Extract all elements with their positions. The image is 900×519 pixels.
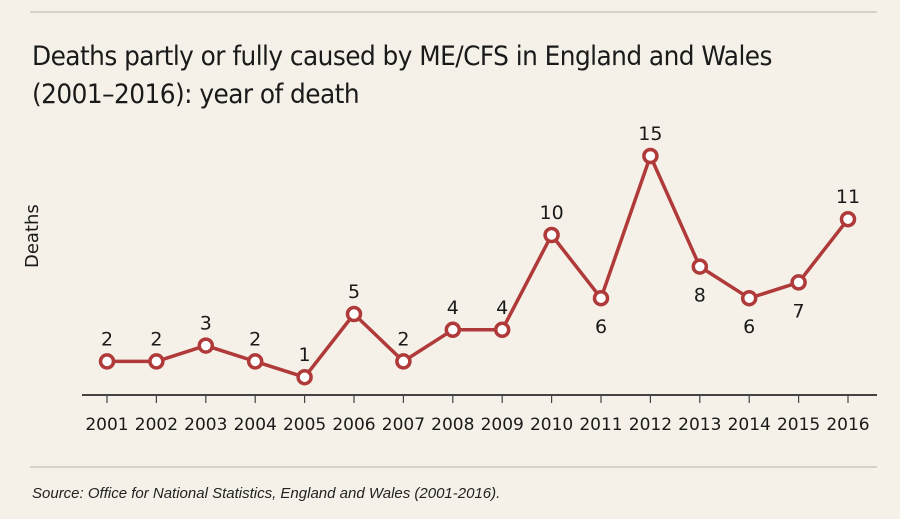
x-tick-label: 2005 — [283, 415, 326, 435]
source-note: Source: Office for National Statistics, … — [32, 485, 501, 502]
data-label: 15 — [638, 123, 662, 145]
data-point — [691, 258, 709, 275]
data-point — [839, 210, 857, 228]
data-label: 6 — [595, 316, 607, 338]
x-tick-label: 2006 — [332, 415, 375, 435]
data-point — [592, 289, 610, 307]
data-label: 2 — [397, 328, 409, 350]
x-tick-label: 2011 — [579, 415, 622, 435]
data-point — [493, 321, 511, 339]
x-tick-label: 2016 — [826, 415, 869, 435]
data-point — [543, 226, 560, 244]
x-tick-label: 2007 — [382, 415, 425, 435]
data-point — [790, 274, 807, 291]
data-label: 1 — [299, 344, 311, 366]
data-point — [740, 289, 758, 307]
data-point — [345, 305, 363, 323]
x-tick-label: 2010 — [530, 415, 573, 435]
x-tick-label: 2004 — [234, 415, 277, 435]
chart-title: Deaths partly or fully caused by ME/CFS … — [32, 41, 772, 110]
data-label: 2 — [101, 328, 113, 350]
data-label: 6 — [743, 316, 755, 338]
data-line — [107, 154, 850, 379]
data-label: 2 — [150, 328, 162, 350]
data-point — [395, 353, 412, 370]
data-label: 11 — [836, 186, 860, 208]
x-tick-label: 2014 — [728, 415, 771, 435]
x-tick-label: 2001 — [85, 415, 128, 435]
data-label: 10 — [540, 202, 564, 224]
top-rule — [30, 11, 877, 13]
data-label: 5 — [348, 281, 360, 303]
data-label: 4 — [496, 297, 508, 319]
x-tick-label: 2002 — [135, 415, 178, 435]
data-point — [197, 337, 215, 354]
data-label: 4 — [447, 297, 459, 319]
data-label: 3 — [200, 313, 212, 335]
data-point — [246, 353, 264, 370]
x-tick-label: 2012 — [629, 415, 672, 435]
x-tick-label: 2015 — [777, 415, 820, 435]
data-point — [444, 321, 462, 339]
data-label: 2 — [249, 328, 261, 350]
data-point — [296, 368, 313, 386]
x-tick-label: 2013 — [678, 415, 721, 435]
data-point — [642, 147, 659, 165]
x-tick-label: 2008 — [431, 415, 474, 435]
data-point — [98, 353, 116, 370]
data-point — [148, 353, 165, 370]
x-tick-label: 2009 — [481, 415, 524, 435]
bottom-rule — [30, 466, 877, 468]
x-tick-label: 2003 — [184, 415, 227, 435]
data-label: 8 — [694, 285, 706, 307]
data-label: 7 — [793, 300, 805, 322]
